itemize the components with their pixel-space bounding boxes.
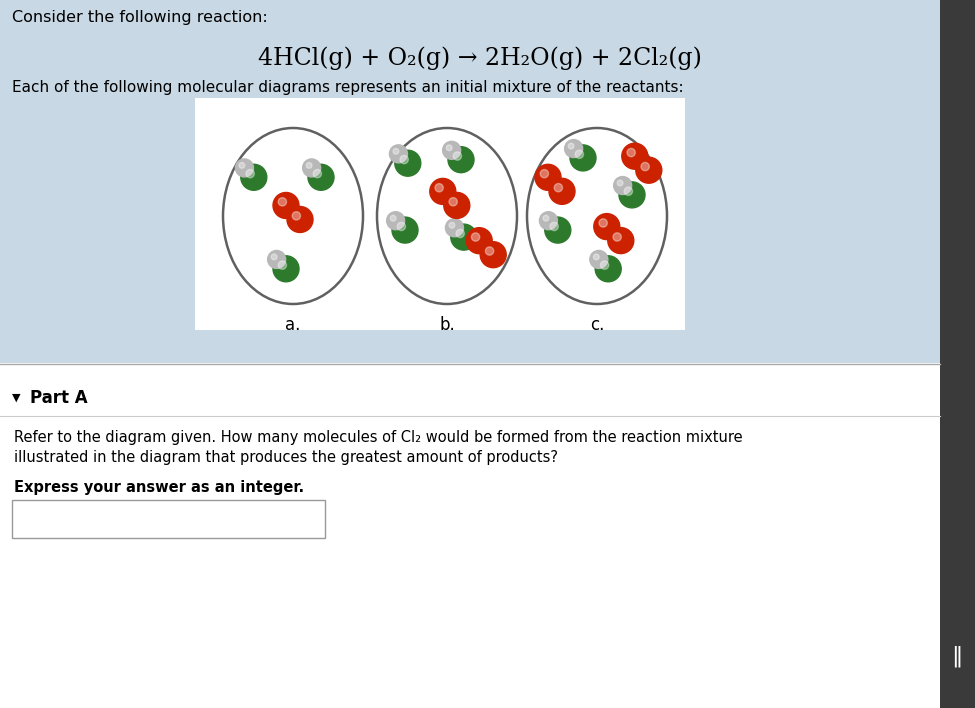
Circle shape bbox=[393, 149, 399, 154]
Circle shape bbox=[554, 183, 563, 192]
Circle shape bbox=[535, 164, 561, 190]
Circle shape bbox=[627, 149, 636, 156]
Circle shape bbox=[590, 251, 607, 268]
Circle shape bbox=[268, 251, 286, 268]
Circle shape bbox=[636, 157, 662, 183]
Circle shape bbox=[471, 233, 480, 241]
Circle shape bbox=[622, 143, 647, 169]
Circle shape bbox=[453, 152, 461, 160]
Circle shape bbox=[389, 145, 408, 163]
Circle shape bbox=[448, 147, 474, 173]
Circle shape bbox=[447, 145, 452, 151]
Circle shape bbox=[568, 143, 574, 149]
Circle shape bbox=[235, 159, 254, 177]
Polygon shape bbox=[0, 363, 940, 708]
Circle shape bbox=[400, 155, 409, 164]
Ellipse shape bbox=[377, 128, 517, 304]
Text: Part A: Part A bbox=[30, 389, 88, 407]
Text: Express your answer as an integer.: Express your answer as an integer. bbox=[14, 480, 304, 495]
Circle shape bbox=[550, 222, 559, 231]
Text: ‖: ‖ bbox=[952, 645, 962, 667]
Circle shape bbox=[430, 178, 455, 205]
Text: Each of the following molecular diagrams represents an initial mixture of the re: Each of the following molecular diagrams… bbox=[12, 80, 683, 95]
Ellipse shape bbox=[223, 128, 363, 304]
Text: Consider the following reaction:: Consider the following reaction: bbox=[12, 10, 268, 25]
Circle shape bbox=[292, 212, 300, 220]
Circle shape bbox=[446, 219, 463, 236]
Text: illustrated in the diagram that produces the greatest amount of products?: illustrated in the diagram that produces… bbox=[14, 450, 558, 465]
Circle shape bbox=[308, 164, 334, 190]
Circle shape bbox=[575, 150, 583, 159]
Circle shape bbox=[397, 222, 406, 231]
Circle shape bbox=[481, 241, 506, 268]
Circle shape bbox=[302, 159, 321, 177]
Circle shape bbox=[273, 193, 299, 219]
Circle shape bbox=[443, 142, 460, 159]
Circle shape bbox=[601, 261, 608, 269]
Circle shape bbox=[617, 180, 623, 186]
Circle shape bbox=[395, 150, 421, 176]
Circle shape bbox=[599, 219, 607, 227]
Circle shape bbox=[565, 139, 583, 158]
Circle shape bbox=[246, 169, 254, 178]
Circle shape bbox=[449, 222, 454, 228]
Text: ▼: ▼ bbox=[12, 393, 20, 403]
Circle shape bbox=[390, 215, 396, 221]
Circle shape bbox=[543, 215, 549, 221]
Text: a.: a. bbox=[286, 316, 300, 334]
Circle shape bbox=[449, 198, 457, 206]
Circle shape bbox=[570, 145, 596, 171]
Circle shape bbox=[387, 212, 405, 229]
Circle shape bbox=[540, 169, 549, 178]
Circle shape bbox=[613, 233, 621, 241]
Polygon shape bbox=[195, 98, 685, 330]
Circle shape bbox=[450, 224, 477, 250]
Circle shape bbox=[392, 217, 418, 243]
Circle shape bbox=[607, 227, 634, 253]
Circle shape bbox=[594, 214, 620, 239]
Polygon shape bbox=[940, 0, 975, 708]
Circle shape bbox=[545, 217, 570, 243]
Circle shape bbox=[486, 247, 493, 255]
Circle shape bbox=[444, 193, 470, 218]
Circle shape bbox=[278, 261, 287, 269]
Circle shape bbox=[306, 163, 312, 169]
Text: b.: b. bbox=[439, 316, 455, 334]
Circle shape bbox=[466, 228, 492, 253]
Circle shape bbox=[241, 164, 267, 190]
Circle shape bbox=[624, 187, 633, 195]
Circle shape bbox=[239, 163, 245, 169]
Circle shape bbox=[594, 254, 600, 260]
Circle shape bbox=[619, 182, 645, 208]
Circle shape bbox=[313, 169, 322, 178]
Text: c.: c. bbox=[590, 316, 604, 334]
Circle shape bbox=[539, 212, 558, 229]
Circle shape bbox=[278, 198, 287, 206]
Circle shape bbox=[641, 162, 649, 171]
Text: 4HCl(g) + O₂(g) → 2H₂O(g) + 2Cl₂(g): 4HCl(g) + O₂(g) → 2H₂O(g) + 2Cl₂(g) bbox=[258, 46, 702, 69]
Circle shape bbox=[271, 254, 277, 260]
Circle shape bbox=[456, 229, 464, 238]
Circle shape bbox=[273, 256, 299, 282]
Circle shape bbox=[613, 176, 632, 195]
Ellipse shape bbox=[527, 128, 667, 304]
Circle shape bbox=[549, 178, 575, 205]
Polygon shape bbox=[12, 500, 325, 538]
Circle shape bbox=[595, 256, 621, 282]
Circle shape bbox=[435, 183, 444, 192]
Text: Refer to the diagram given. How many molecules of Cl₂ would be formed from the r: Refer to the diagram given. How many mol… bbox=[14, 430, 743, 445]
Circle shape bbox=[287, 207, 313, 232]
